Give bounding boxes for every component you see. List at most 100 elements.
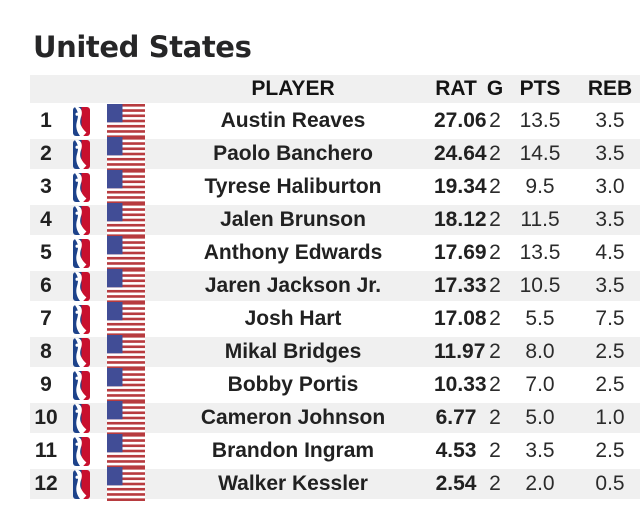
league-cell xyxy=(62,469,100,499)
player-games: 2 xyxy=(489,109,501,132)
player-rating: 24.64 xyxy=(434,139,487,169)
player-points: 5.5 xyxy=(525,307,555,330)
country-cell xyxy=(100,467,152,501)
us-flag-icon xyxy=(107,236,145,270)
table-row[interactable]: 6 xyxy=(30,269,640,303)
league-cell xyxy=(62,337,100,367)
player-rebounds: 2.5 xyxy=(595,373,625,396)
nba-logo-icon xyxy=(72,172,90,202)
table-row[interactable]: 12 xyxy=(30,467,640,501)
table-row[interactable]: 7 xyxy=(30,302,640,336)
player-rank: 4 xyxy=(30,205,62,235)
league-cell xyxy=(62,370,100,400)
player-rebounds: 3.0 xyxy=(595,175,625,198)
us-flag-icon xyxy=(107,137,145,171)
country-cell xyxy=(100,137,152,171)
player-rebounds: 7.5 xyxy=(595,307,625,330)
table-row[interactable]: 3 xyxy=(30,170,640,204)
player-rebounds: 3.5 xyxy=(568,205,640,235)
country-cell xyxy=(100,170,152,204)
player-games: 2 xyxy=(489,307,501,330)
league-cell xyxy=(62,172,100,202)
player-points: 9.5 xyxy=(525,175,555,198)
player-games: 2 xyxy=(478,469,512,499)
player-rank: 5 xyxy=(40,241,52,264)
country-cell xyxy=(100,368,152,402)
player-name: Austin Reaves xyxy=(220,109,366,132)
us-flag-icon xyxy=(107,401,145,435)
player-name: Mikal Bridges xyxy=(152,337,434,367)
us-flag-icon xyxy=(107,302,145,336)
rebounds-column-header: REB xyxy=(568,75,640,103)
country-column-header xyxy=(100,75,152,103)
player-rank: 2 xyxy=(30,139,62,169)
player-rating: 18.12 xyxy=(434,205,487,235)
player-rank: 12 xyxy=(30,469,62,499)
league-cell xyxy=(62,205,100,235)
table-row[interactable]: 9 xyxy=(30,368,640,402)
player-name: Walker Kessler xyxy=(152,469,434,499)
league-cell xyxy=(62,271,100,301)
country-cell xyxy=(100,401,152,435)
us-flag-icon xyxy=(107,335,145,369)
player-games: 2 xyxy=(489,241,501,264)
player-points: 3.5 xyxy=(525,439,555,462)
player-games: 2 xyxy=(478,271,512,301)
country-cell xyxy=(100,302,152,336)
player-points: 8.0 xyxy=(512,337,568,367)
player-rating: 11.97 xyxy=(434,337,485,367)
player-rank: 8 xyxy=(30,337,62,367)
player-rating: 17.08 xyxy=(434,307,487,330)
league-cell xyxy=(62,304,100,334)
player-name: Bobby Portis xyxy=(227,373,359,396)
player-rank: 11 xyxy=(34,439,58,462)
player-games: 2 xyxy=(489,439,501,462)
league-cell xyxy=(62,139,100,169)
us-flag-icon xyxy=(107,368,145,402)
player-rank: 10 xyxy=(30,403,62,433)
table-row[interactable]: 2 xyxy=(30,137,640,171)
player-rebounds: 1.0 xyxy=(568,403,640,433)
country-cell xyxy=(100,104,152,138)
table-row[interactable]: 1 xyxy=(30,104,640,138)
player-rebounds: 3.5 xyxy=(595,109,625,132)
table-row[interactable]: 5 xyxy=(30,236,640,270)
player-rating: 17.69 xyxy=(434,241,487,264)
player-rank: 1 xyxy=(40,109,52,132)
player-rank: 3 xyxy=(40,175,52,198)
table-row[interactable]: 4 xyxy=(30,203,640,237)
rating-column-header: RAT xyxy=(434,75,478,103)
us-flag-icon xyxy=(107,203,145,237)
player-rating: 17.33 xyxy=(434,271,487,301)
player-name: Brandon Ingram xyxy=(211,439,375,462)
player-games: 2 xyxy=(489,373,501,396)
page-title: United States xyxy=(33,30,252,65)
stats-table-container: PLAYER RAT G PTS REB 1 xyxy=(30,72,640,502)
player-points: 13.5 xyxy=(519,109,561,132)
nba-logo-icon xyxy=(72,469,90,499)
nba-logo-icon xyxy=(72,304,90,334)
table-row[interactable]: 11 xyxy=(30,434,640,468)
player-rebounds: 3.5 xyxy=(568,271,640,301)
player-name: Jalen Brunson xyxy=(152,205,434,235)
us-flag-icon xyxy=(107,170,145,204)
player-column-header: PLAYER xyxy=(152,75,434,103)
country-cell xyxy=(100,335,152,369)
nba-logo-icon xyxy=(72,403,90,433)
us-flag-icon xyxy=(107,104,145,138)
player-rating: 6.77 xyxy=(434,403,478,433)
country-cell xyxy=(100,434,152,468)
table-row[interactable]: 8 xyxy=(30,335,640,369)
nba-logo-icon xyxy=(72,337,90,367)
us-flag-icon xyxy=(107,269,145,303)
table-row[interactable]: 10 xyxy=(30,401,640,435)
player-games: 2 xyxy=(489,175,501,198)
player-rank: 6 xyxy=(30,271,62,301)
league-cell xyxy=(62,436,100,466)
player-rank: 9 xyxy=(40,373,52,396)
table-header-row: PLAYER RAT G PTS REB xyxy=(30,75,640,103)
player-games: 2 xyxy=(478,337,512,367)
player-rebounds: 4.5 xyxy=(595,241,625,264)
player-rebounds: 2.5 xyxy=(595,439,625,462)
player-games: 2 xyxy=(478,205,512,235)
